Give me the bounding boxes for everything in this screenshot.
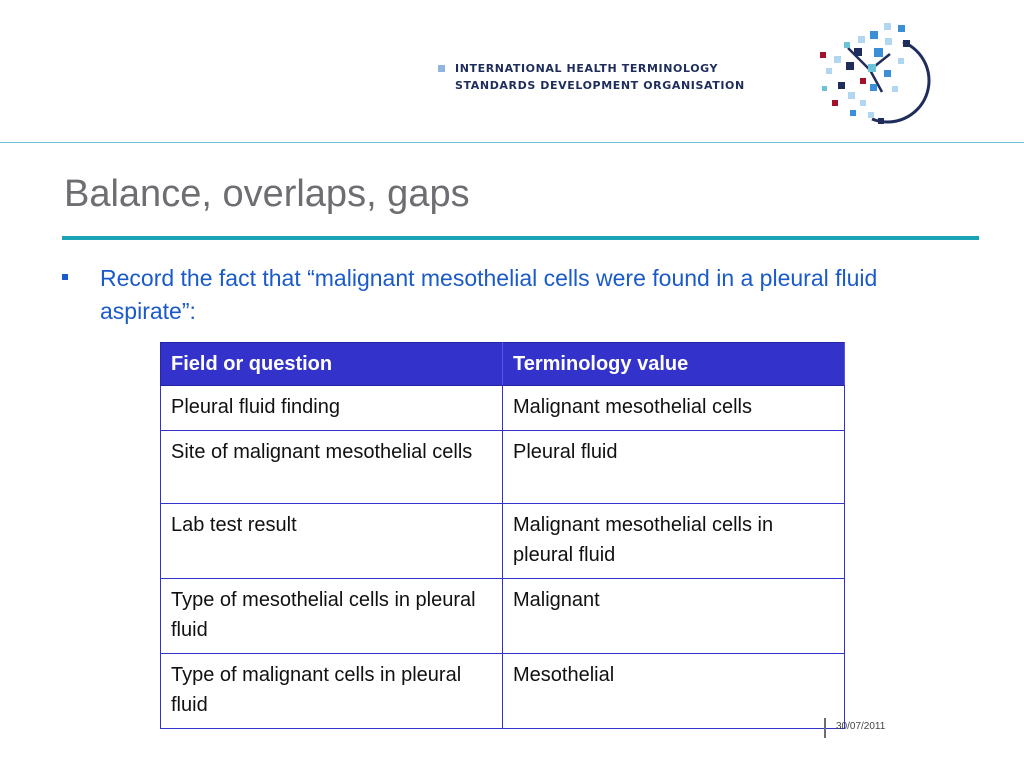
org-square-icon xyxy=(438,65,445,72)
organisation-name: INTERNATIONAL HEALTH TERMINOLOGY STANDAR… xyxy=(438,60,745,94)
footer-date: 30/07/2011 xyxy=(836,721,886,732)
terminology-table: Field or question Terminology value Pleu… xyxy=(160,342,845,729)
org-name-line-2: STANDARDS DEVELOPMENT ORGANISATION xyxy=(455,79,745,92)
field-cell: Site of malignant mesothelial cells xyxy=(160,430,503,504)
table-header-row: Field or question Terminology value xyxy=(160,342,845,386)
header-divider xyxy=(0,142,1024,143)
table-row: Lab test result Malignant mesothelial ce… xyxy=(160,503,845,579)
table-row: Type of malignant cells in pleural fluid… xyxy=(160,653,845,729)
value-cell: Malignant mesothelial cells xyxy=(502,385,845,431)
table-row: Type of mesothelial cells in pleural flu… xyxy=(160,578,845,654)
field-cell: Pleural fluid finding xyxy=(160,385,503,431)
field-cell: Lab test result xyxy=(160,503,503,579)
bullet-text: Record the fact that “malignant mesothel… xyxy=(100,265,878,324)
value-cell: Mesothelial xyxy=(502,653,845,729)
value-cell: Malignant xyxy=(502,578,845,654)
column-header-field: Field or question xyxy=(160,342,503,386)
table-row: Pleural fluid finding Malignant mesothel… xyxy=(160,385,845,431)
ihtsdo-logo-icon xyxy=(820,23,931,124)
value-cell: Malignant mesothelial cells in pleural f… xyxy=(502,503,845,579)
org-name-line-1: INTERNATIONAL HEALTH TERMINOLOGY xyxy=(455,62,719,75)
value-cell: Pleural fluid xyxy=(502,430,845,504)
field-cell: Type of mesothelial cells in pleural flu… xyxy=(160,578,503,654)
slide-title: Balance, overlaps, gaps xyxy=(64,173,470,215)
column-header-value: Terminology value xyxy=(502,342,845,386)
title-underline xyxy=(62,236,979,240)
footer-divider xyxy=(824,718,826,738)
bullet-point: Record the fact that “malignant mesothel… xyxy=(62,262,942,328)
field-cell: Type of malignant cells in pleural fluid xyxy=(160,653,503,729)
bullet-square-icon xyxy=(62,274,68,280)
table-row: Site of malignant mesothelial cells Pleu… xyxy=(160,430,845,504)
